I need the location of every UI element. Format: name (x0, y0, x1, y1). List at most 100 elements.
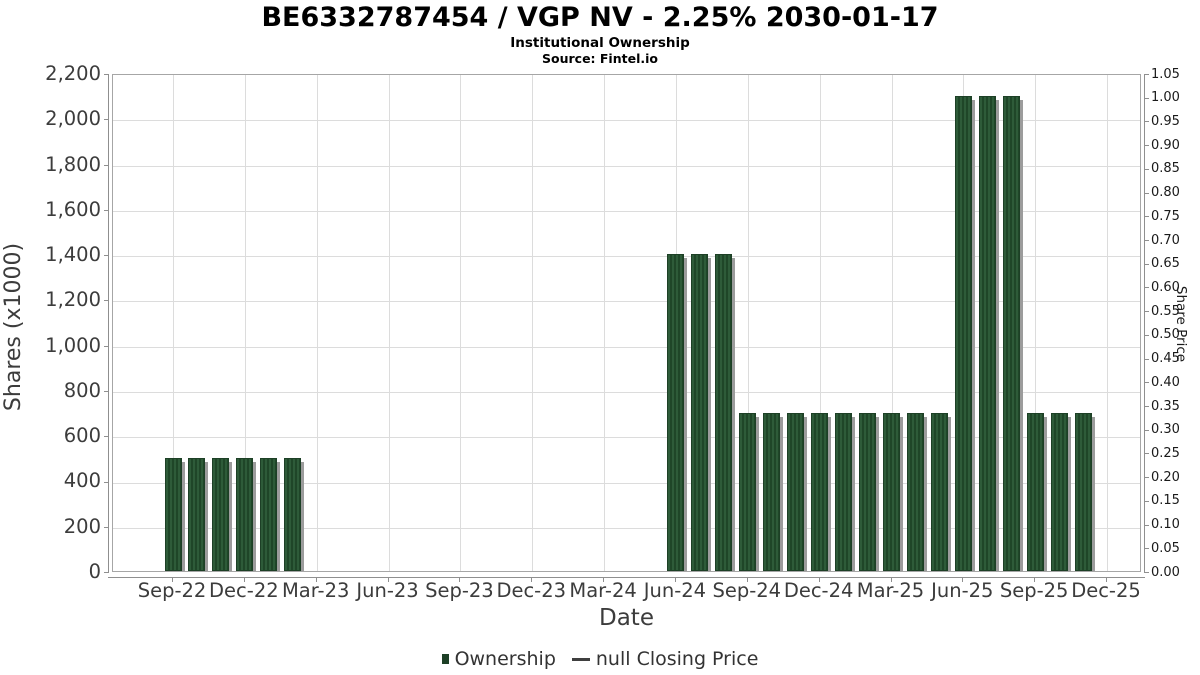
right-axis-tick-label: 0.35 (1151, 398, 1180, 414)
right-axis-tick (1144, 192, 1149, 194)
ownership-bar (787, 412, 805, 571)
right-axis-tick-label: 0.90 (1151, 137, 1180, 153)
x-axis-tick (603, 577, 605, 582)
right-axis-tick (1144, 121, 1149, 123)
left-axis-tick-label: 1,000 (45, 333, 101, 357)
x-axis-tick-label: Dec-25 (1071, 579, 1141, 602)
left-axis-tick (104, 255, 109, 257)
ownership-bar (1074, 412, 1092, 571)
ownership-bar (164, 457, 182, 571)
left-axis-tick (104, 164, 109, 166)
vertical-gridline (604, 75, 606, 571)
right-axis-tick-label: 0.75 (1151, 208, 1180, 224)
x-axis-tick-label: Mar-23 (281, 579, 350, 602)
left-axis-tick (104, 390, 109, 392)
x-axis-tick (1106, 577, 1107, 582)
right-axis-tick-label: 0.20 (1151, 469, 1180, 485)
right-axis-tick (1144, 548, 1149, 550)
right-axis-tick (1144, 382, 1149, 384)
ownership-bar (236, 457, 254, 571)
legend-item-closing-price: null Closing Price (571, 648, 758, 670)
right-axis-tick (1144, 453, 1149, 455)
x-axis-tick-label: Dec-22 (209, 579, 279, 602)
left-axis-tick-label: 0 (88, 560, 101, 583)
right-axis-tick-label: 0.15 (1151, 493, 1180, 509)
x-axis-tick (1034, 577, 1036, 582)
ownership-bar (1026, 412, 1044, 571)
ownership-bar (1050, 412, 1068, 571)
right-axis-spine (1144, 74, 1145, 573)
legend-label-ownership: Ownership (454, 648, 556, 670)
left-axis-tick (104, 74, 109, 75)
right-axis-tick (1144, 429, 1149, 431)
x-axis-tick-label: Sep-22 (137, 579, 207, 602)
x-axis-tick-label: Sep-23 (425, 579, 494, 602)
right-axis-tick (1144, 97, 1149, 99)
right-axis-tick-label: 0.30 (1151, 422, 1180, 438)
x-axis-tick (890, 577, 892, 582)
horizontal-gridline (113, 527, 1140, 529)
horizontal-gridline (113, 301, 1140, 303)
ownership-bar (978, 95, 996, 571)
right-axis-tick-label: 0.85 (1151, 161, 1180, 177)
x-axis-tick (387, 577, 389, 582)
vertical-gridline (244, 75, 246, 571)
x-axis-tick (818, 577, 820, 582)
left-axis-tick-label: 1,800 (45, 152, 101, 176)
left-axis-tick-label: 2,000 (45, 107, 101, 131)
right-axis-tick-label: 1.00 (1151, 90, 1180, 106)
x-axis-tick (459, 577, 461, 582)
horizontal-gridline (113, 120, 1140, 122)
ownership-bar (811, 412, 829, 571)
left-axis-spine (108, 74, 109, 573)
right-axis-tick-label: 0.60 (1151, 279, 1180, 295)
right-axis-tick-label: 0.05 (1151, 540, 1180, 556)
right-axis-tick-label: 0.45 (1151, 351, 1180, 367)
right-axis-tick (1144, 524, 1149, 526)
x-axis-tick (962, 577, 964, 582)
right-axis-tick-label: 0.25 (1151, 445, 1180, 461)
right-axis-tick (1144, 74, 1149, 75)
horizontal-gridline (113, 391, 1140, 393)
right-axis-tick-label: 0.80 (1151, 185, 1180, 201)
legend: Ownership null Closing Price (0, 645, 1200, 673)
vertical-gridline (173, 75, 174, 571)
x-axis-tick (531, 577, 533, 582)
ownership-bar (883, 412, 900, 571)
right-axis-tick (1144, 311, 1149, 313)
left-axis-tick (104, 436, 109, 438)
right-axis-tick (1144, 240, 1149, 241)
vertical-gridline (819, 75, 821, 571)
left-axis-tick-label: 1,200 (45, 288, 101, 312)
vertical-gridline (747, 75, 749, 571)
horizontal-gridline (113, 165, 1140, 167)
x-axis-tick (674, 577, 676, 582)
x-axis-tick-label: Dec-23 (496, 579, 567, 602)
left-axis-tick (104, 119, 109, 121)
right-axis-tick-label: 0.50 (1151, 327, 1180, 343)
horizontal-gridline (113, 346, 1140, 348)
horizontal-gridline (113, 482, 1140, 484)
right-axis-tick (1144, 500, 1149, 502)
vertical-gridline (316, 75, 318, 571)
ownership-bar (715, 254, 733, 571)
right-axis-tick (1144, 168, 1149, 170)
left-axis-tick-label: 2,200 (45, 62, 101, 85)
x-axis-tick-label: Jun-25 (931, 579, 994, 602)
right-axis-tick-label: 1.05 (1151, 66, 1180, 82)
ownership-bar (691, 254, 709, 571)
horizontal-gridline (113, 210, 1140, 212)
horizontal-gridline (113, 437, 1140, 439)
x-axis-tick (746, 577, 748, 582)
ownership-bar (835, 412, 853, 571)
x-axis-tick-label: Sep-25 (999, 579, 1069, 602)
vertical-gridline (460, 75, 462, 571)
right-axis-tick (1144, 287, 1149, 289)
right-axis-tick-label: 0.65 (1151, 256, 1180, 272)
ownership-bar (859, 412, 876, 571)
right-axis-tick-label: 0.70 (1151, 232, 1180, 248)
left-axis-tick-label: 600 (63, 424, 101, 448)
horizontal-gridline (113, 256, 1140, 258)
ownership-bar (930, 412, 948, 571)
legend-item-ownership: Ownership (441, 648, 556, 670)
